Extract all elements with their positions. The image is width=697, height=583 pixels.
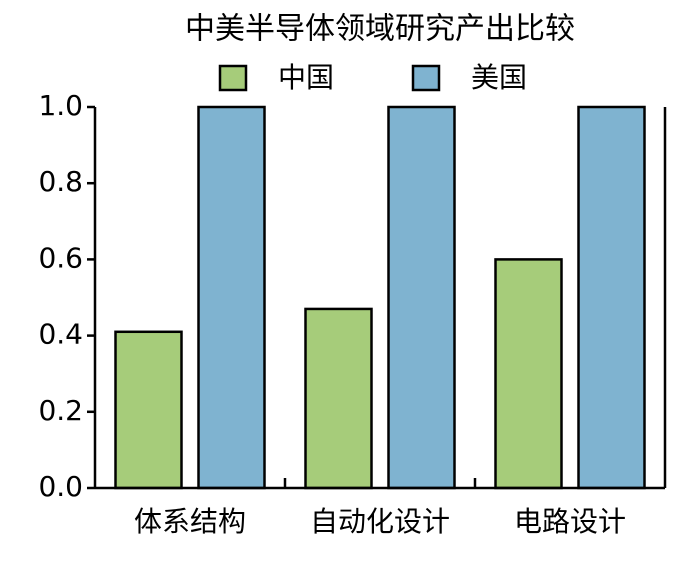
y-tick-label: 1.0	[38, 89, 83, 122]
bar	[304, 307, 373, 490]
x-tick-label: 体系结构	[134, 505, 246, 538]
bar	[494, 258, 563, 490]
legend-swatch	[218, 64, 248, 92]
x-tick-label: 自动化设计	[310, 505, 450, 538]
y-tick-label: 0.8	[38, 165, 83, 198]
legend-label: 中国	[278, 61, 334, 94]
y-tick-label: 0.6	[38, 241, 83, 274]
legend-label: 美国	[471, 61, 527, 94]
bar	[197, 105, 266, 490]
legend-swatch	[411, 64, 441, 92]
y-tick-label: 0.2	[38, 394, 83, 427]
chart-title: 中美半导体领域研究产出比较	[185, 12, 575, 47]
x-tick-label: 电路设计	[514, 505, 626, 538]
y-tick-label: 0.4	[38, 318, 83, 351]
bar	[114, 330, 183, 490]
bar	[387, 105, 456, 490]
bar	[577, 105, 646, 490]
y-tick-label: 0.0	[38, 470, 83, 503]
